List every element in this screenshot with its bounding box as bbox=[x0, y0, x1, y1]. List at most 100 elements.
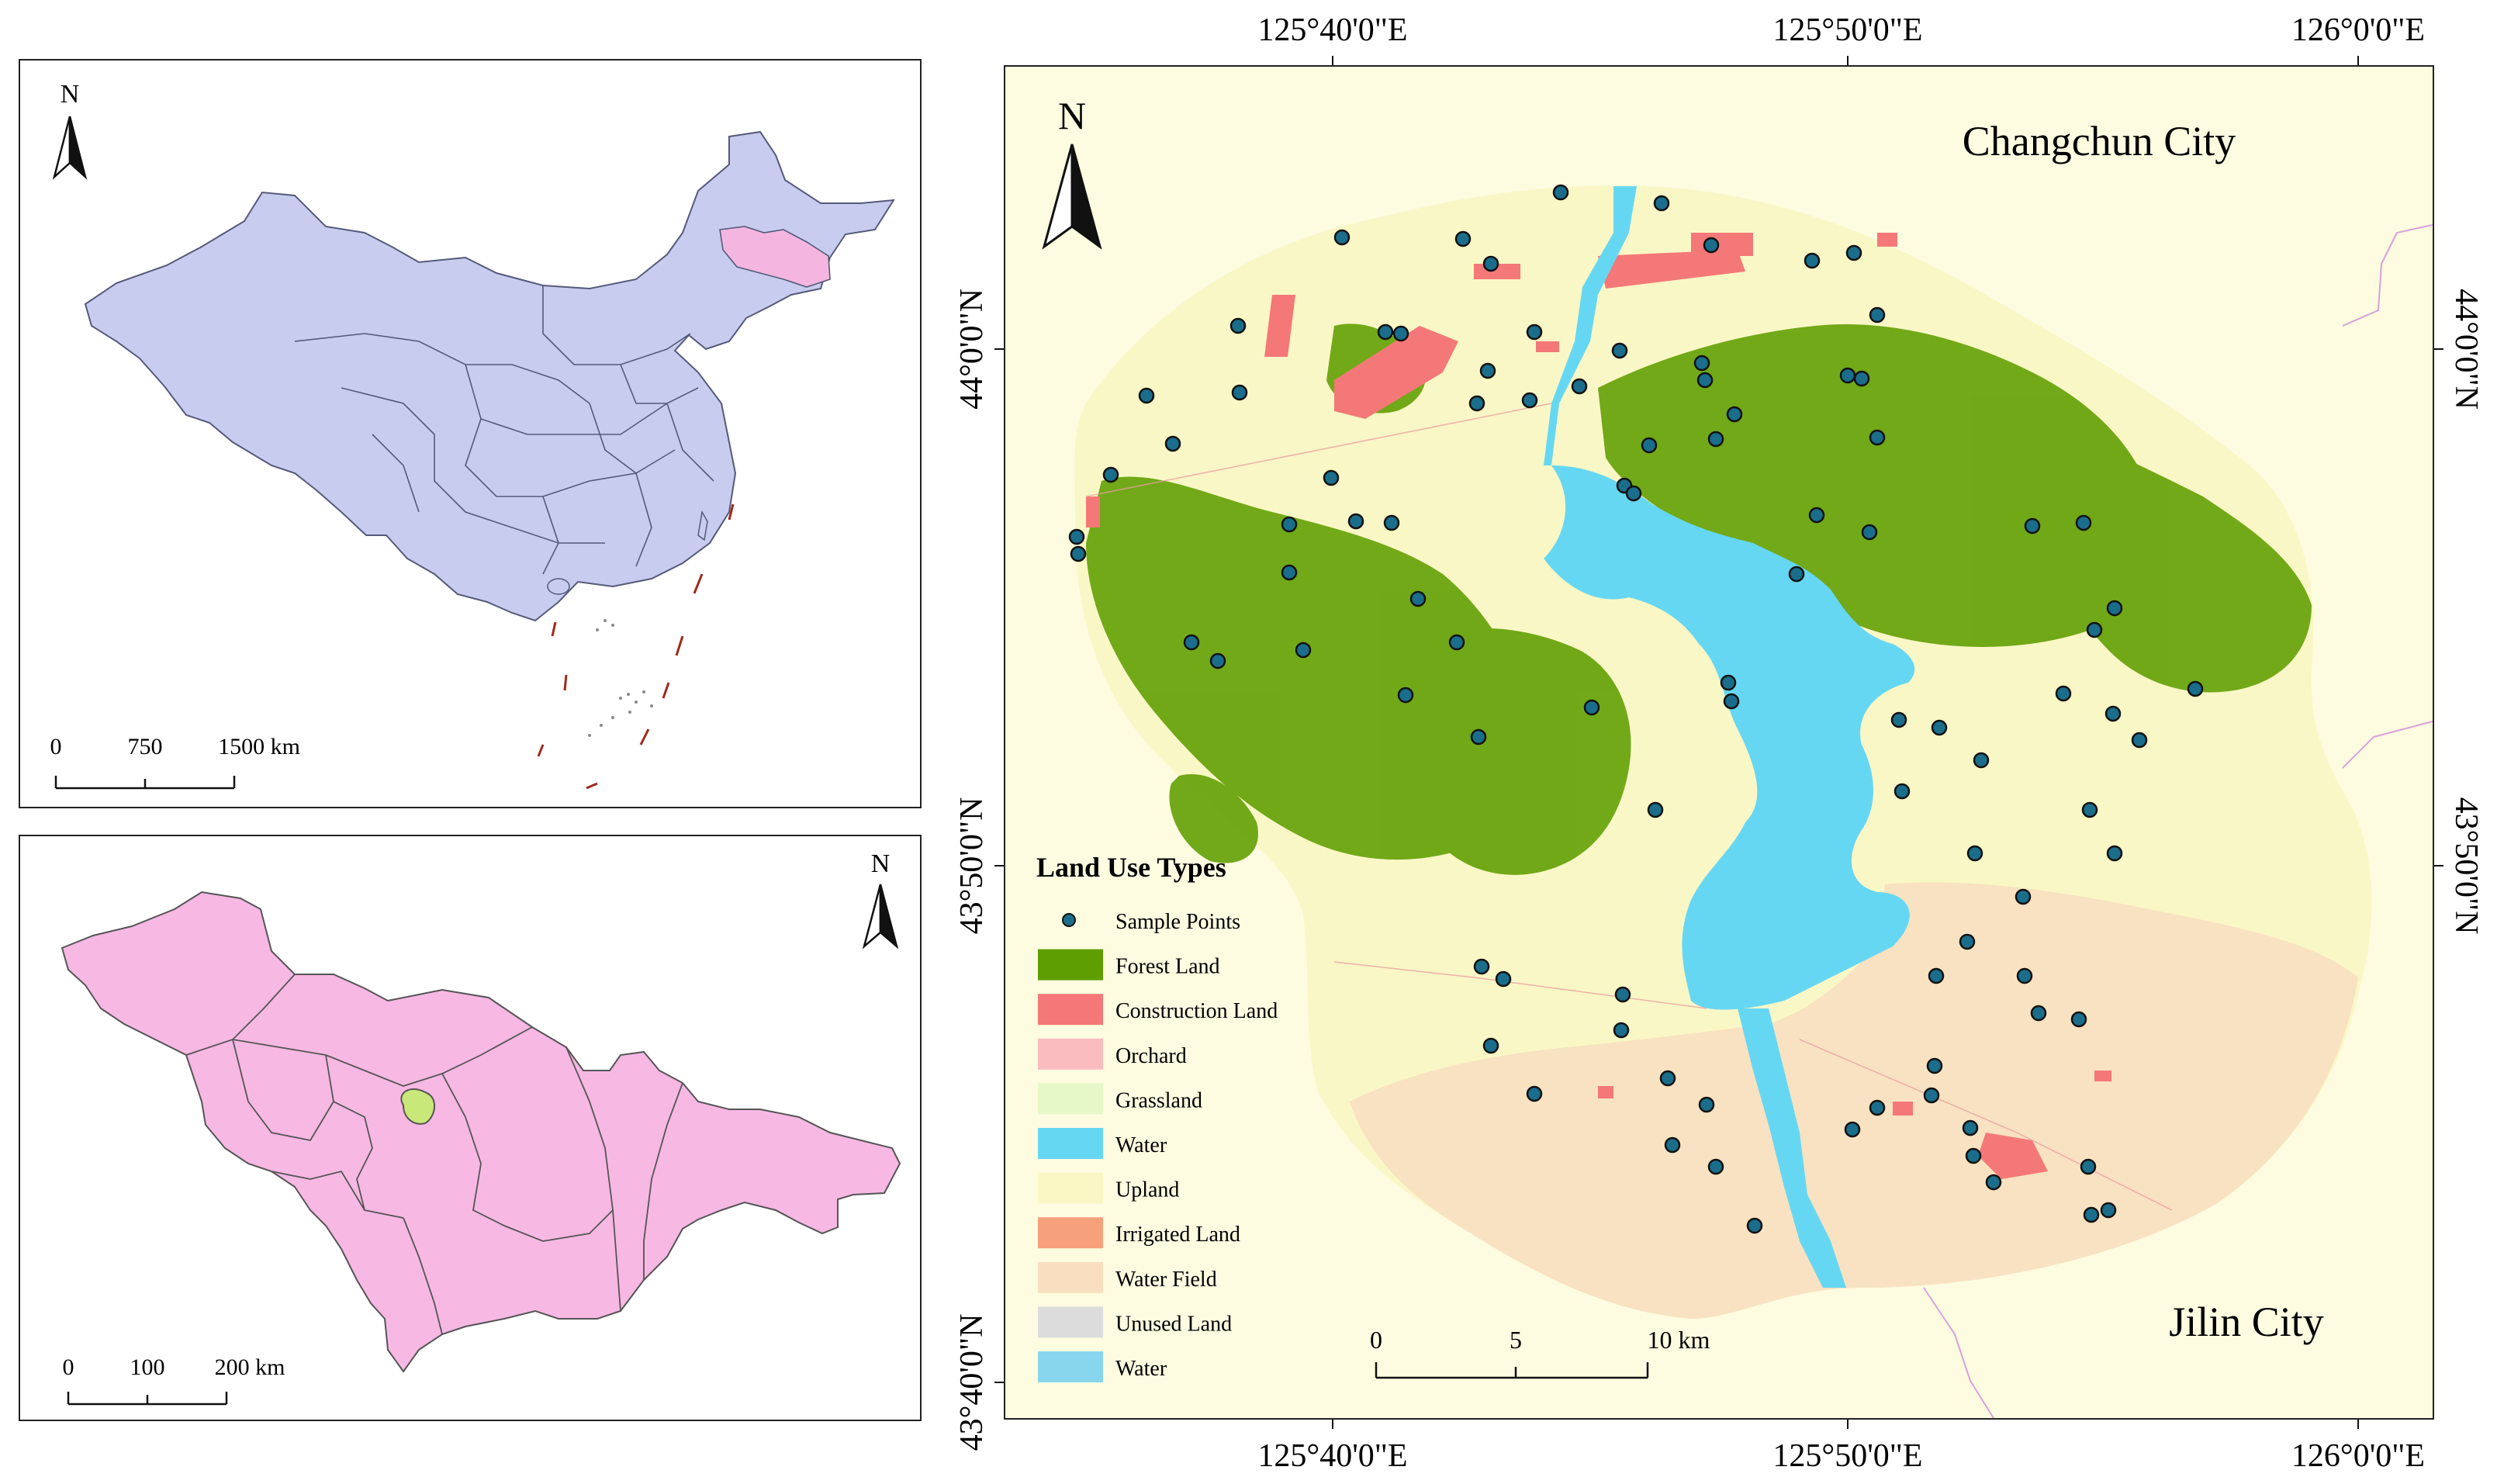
admin-boundary-lines bbox=[1923, 224, 2433, 1418]
sample-point bbox=[1698, 1096, 1715, 1113]
sample-point bbox=[1164, 435, 1181, 452]
legend-swatch-grassland bbox=[1038, 1083, 1103, 1115]
sample-point bbox=[1723, 693, 1740, 710]
china-scale-label-750: 750 bbox=[128, 734, 163, 759]
china-scale-bar bbox=[54, 776, 236, 790]
south-china-sea-islands bbox=[588, 619, 653, 737]
legend-label: Forest Land bbox=[1115, 955, 1220, 979]
sample-point bbox=[2100, 1202, 2117, 1219]
construction-land-patches bbox=[1086, 233, 2111, 1179]
sample-point bbox=[1468, 395, 1485, 412]
legend-swatch-irrigated-land bbox=[1038, 1217, 1103, 1249]
sample-point bbox=[1839, 367, 1856, 384]
sample-point bbox=[1746, 1217, 1763, 1234]
sample-point bbox=[1377, 323, 1394, 341]
taiwan-island bbox=[697, 510, 708, 541]
sample-point bbox=[1965, 1147, 1982, 1164]
main-north-arrow: N bbox=[1042, 94, 1102, 250]
sample-point bbox=[1552, 184, 1569, 201]
sample-point bbox=[1323, 469, 1340, 486]
sample-point bbox=[1231, 384, 1248, 401]
left-axis-label-1: 44°0'0"N bbox=[954, 289, 990, 410]
jilin-province-shape bbox=[61, 891, 901, 1373]
sample-point bbox=[1571, 378, 1588, 395]
jilin-scale-label-100: 100 bbox=[130, 1354, 165, 1380]
sample-point bbox=[2187, 680, 2204, 697]
legend-swatch-construction-land bbox=[1038, 994, 1103, 1026]
main-scale-label-0: 0 bbox=[1370, 1326, 1382, 1354]
legend-swatch-forest-land bbox=[1038, 949, 1103, 981]
sample-point bbox=[1209, 652, 1226, 669]
top-axis-label-2: 125°50'0"E bbox=[1772, 12, 1922, 48]
sample-point bbox=[1383, 514, 1400, 531]
sample-point bbox=[1653, 195, 1670, 212]
sample-point bbox=[1482, 255, 1499, 272]
legend-swatch-unused-land bbox=[1038, 1306, 1103, 1338]
sample-point bbox=[1611, 342, 1628, 359]
sample-point bbox=[1526, 323, 1543, 341]
legend: Land Use Types Sample Points Forest Land C… bbox=[1036, 852, 1278, 1382]
sample-point bbox=[1973, 752, 1990, 769]
sample-point bbox=[1845, 244, 1862, 261]
axis-ticks bbox=[994, 56, 2443, 1429]
legend-label: Water Field bbox=[1115, 1268, 1217, 1292]
sample-point bbox=[1966, 845, 1983, 862]
left-axis-label-3: 43°40'0"N bbox=[954, 1314, 990, 1451]
legend-swatch-water bbox=[1038, 1128, 1103, 1159]
sample-point bbox=[2106, 845, 2123, 862]
china-map: N 0 750 1500 km bbox=[50, 80, 895, 790]
sample-point bbox=[1448, 634, 1465, 651]
sample-point bbox=[1985, 1174, 2002, 1191]
bottom-axis-label-3: 126°0'0"E bbox=[2291, 1438, 2425, 1474]
legend-label: Grassland bbox=[1115, 1088, 1202, 1112]
sample-point bbox=[1853, 370, 1870, 387]
sample-point bbox=[1894, 783, 1911, 800]
sample-point bbox=[1102, 466, 1119, 483]
sample-point bbox=[2131, 732, 2148, 749]
left-axis-label-2: 43°50'0"N bbox=[954, 797, 990, 935]
sample-points-layer bbox=[1068, 184, 2204, 1234]
sample-point bbox=[1641, 437, 1658, 454]
sample-point bbox=[1526, 1085, 1543, 1102]
svg-text:N: N bbox=[61, 80, 80, 109]
bottom-axis-label-2: 125°50'0"E bbox=[1772, 1438, 1922, 1474]
sample-point bbox=[1295, 642, 1312, 659]
main-scale-bar bbox=[1375, 1362, 1649, 1379]
jilin-scale-label-0: 0 bbox=[63, 1354, 74, 1380]
sample-point bbox=[1931, 719, 1948, 736]
sample-point bbox=[1861, 524, 1878, 541]
sample-point bbox=[1804, 252, 1821, 269]
sample-point bbox=[1693, 355, 1710, 372]
sample-point bbox=[1229, 317, 1247, 334]
sample-point bbox=[1138, 387, 1155, 404]
sample-point bbox=[2070, 1011, 2087, 1028]
sample-point bbox=[1962, 1119, 1979, 1136]
sample-point bbox=[1392, 325, 1409, 342]
legend-label: Water bbox=[1115, 1357, 1167, 1381]
sample-point bbox=[1808, 507, 1825, 524]
sample-point bbox=[1926, 1057, 1943, 1074]
sample-point bbox=[1397, 687, 1414, 704]
sample-point bbox=[1703, 237, 1720, 254]
top-axis-label-3: 126°0'0"E bbox=[2291, 12, 2425, 48]
legend-label: Orchard bbox=[1115, 1044, 1187, 1068]
hainan-island bbox=[547, 578, 570, 595]
sample-point bbox=[1470, 728, 1487, 745]
china-landmass bbox=[84, 130, 895, 622]
main-scale-label-5: 5 bbox=[1510, 1326, 1522, 1354]
sample-point bbox=[1281, 564, 1298, 581]
sample-point bbox=[1495, 970, 1512, 988]
sample-point bbox=[1454, 230, 1472, 247]
top-axis-label-1: 125°40'0"E bbox=[1257, 12, 1407, 48]
sample-point bbox=[2081, 801, 2098, 818]
sample-point bbox=[1869, 429, 1886, 446]
jilin-map: N 0 100 200 km bbox=[61, 849, 901, 1406]
main-scale-label-10: 10 km bbox=[1648, 1326, 1710, 1354]
right-axis-label-2: 43°50'0"N bbox=[2448, 797, 2484, 935]
sample-point bbox=[1869, 306, 1886, 323]
china-scale-label-1500: 1500 km bbox=[218, 734, 300, 759]
legend-label: Upland bbox=[1115, 1178, 1179, 1202]
sample-point bbox=[2030, 1005, 2047, 1022]
legend-swatch-sample-points bbox=[1062, 913, 1076, 927]
svg-text:N: N bbox=[871, 849, 891, 878]
